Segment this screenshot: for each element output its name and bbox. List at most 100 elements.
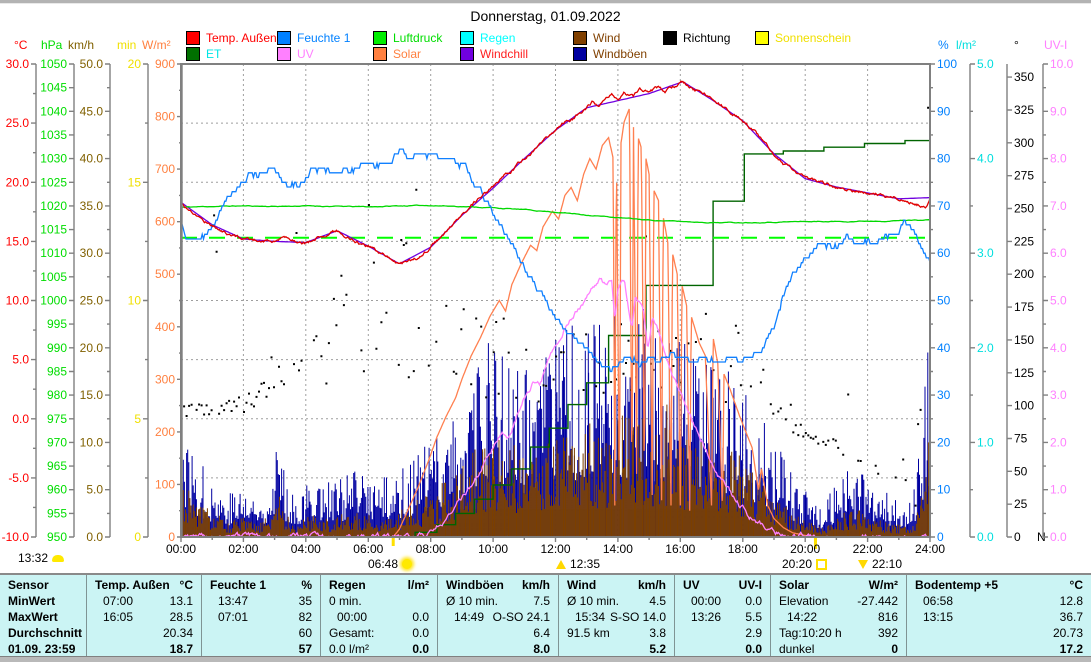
axis-north-label: N <box>1037 530 1046 544</box>
axis-line-min <box>143 63 149 538</box>
day-length-value: 13:32 <box>18 551 49 565</box>
stats-cell-time: 16:05 <box>103 610 134 624</box>
stats-cell-time: 00:00 <box>691 594 722 608</box>
stats-cell-time: 0.0 l/m² <box>329 642 370 656</box>
legend-label: UV <box>297 47 314 61</box>
axis-tick-label: 10.0 <box>1050 57 1074 71</box>
axis-tick-label: 250 <box>1014 202 1034 216</box>
axis-tick-label: 90 <box>937 104 951 118</box>
axis-tick-label: 0.0 <box>1050 530 1067 544</box>
axis-tick-label: 2.0 <box>1050 435 1067 449</box>
stats-group-unit: UV-I <box>738 578 762 592</box>
axis-tick-label: 200 <box>155 425 175 439</box>
axis-tick-label: 955 <box>47 506 67 520</box>
axis-tick-label: 1005 <box>40 270 67 284</box>
axis-line-° <box>1006 64 1012 538</box>
axis-tick-label: 125 <box>1014 366 1034 380</box>
stats-cell-value: 4.5 <box>649 594 666 608</box>
axis-tick-label: 70 <box>937 199 951 213</box>
stats-group-name: Regen <box>329 578 366 592</box>
stats-cell-time: 00:00 <box>337 610 368 624</box>
axis-tick-label: 900 <box>155 57 175 71</box>
axis-tick-label: 1045 <box>40 81 67 95</box>
axis-tick-label: 20 <box>937 435 951 449</box>
stats-cell-value: 20.73 <box>1052 626 1083 640</box>
stats-cell-value: 60 <box>298 626 312 640</box>
x-axis-label: 10:00 <box>478 542 508 556</box>
stats-group-name: Temp. Außen <box>95 578 170 592</box>
stats-cell-value: 0 <box>891 642 898 656</box>
unit-header-W/m²: W/m² <box>142 38 171 52</box>
axis-tick-label: 150 <box>1014 333 1034 347</box>
stats-group-uv: UV UV-I 00:00 0.0 13:26 5.5 2.9 0.0 <box>674 575 770 656</box>
stats-cell-value: 12.8 <box>1059 594 1083 608</box>
axis-tick-label: -10.0 <box>2 530 30 544</box>
axis-tick-label: 35.0 <box>80 199 104 213</box>
stats-cell-time: 91.5 km <box>567 626 610 640</box>
stats-group-temp-au-en: Temp. Außen °C 07:00 13.1 16:05 28.5 20.34 18.7 <box>86 575 201 656</box>
axis-tick-label: 200 <box>1014 267 1034 281</box>
axis-tick-label: -5.0 <box>8 471 29 485</box>
axis-line-°C <box>31 63 37 538</box>
stats-group-wind: Wind km/h Ø 10 min. 4.5 15:34 S-SO 14.0 91.5 k… <box>558 575 674 656</box>
legend-swatch <box>573 47 587 61</box>
axis-tick-label: 10 <box>937 483 951 497</box>
axis-tick-label: 80 <box>937 152 951 166</box>
stats-group-name: Wind <box>567 578 597 592</box>
axis-tick-label: 100 <box>155 477 175 491</box>
stats-cell-value: 0.0 <box>412 642 429 656</box>
axis-tick-label: 1040 <box>40 104 67 118</box>
axis-tick-label: 980 <box>47 388 67 402</box>
axis-tick-label: 300 <box>1014 136 1034 150</box>
day-length-label: 13:32 <box>18 551 65 565</box>
axis-tick-label: 960 <box>47 483 67 497</box>
x-axis-label: 06:00 <box>353 542 383 556</box>
axis-tick-label: 10.0 <box>80 435 104 449</box>
stats-cell-time: Elevation <box>779 594 829 608</box>
axis-tick-label: 15.0 <box>6 234 30 248</box>
axis-tick-label: 1030 <box>40 152 67 166</box>
stats-group-bodentemp-5: Bodentemp +5 °C 06:58 12.8 13:15 36.7 20.73 17.… <box>906 575 1091 656</box>
legend-item-luftdruck: Luftdruck <box>373 31 442 45</box>
legend-label: Richtung <box>683 31 731 45</box>
stats-group-name: Solar <box>779 578 810 592</box>
stats-group-name: Windböen <box>446 578 504 592</box>
series-windchill <box>180 80 931 265</box>
axis-tick-label: 40 <box>937 341 951 355</box>
stats-cell-value: 17.2 <box>1059 642 1083 656</box>
stats-cell-value: O-SO 24.1 <box>492 610 550 624</box>
axis-tick-label: 275 <box>1014 169 1034 183</box>
stats-cell-value: 13.1 <box>169 594 193 608</box>
axis-tick-label: 2.0 <box>977 341 994 355</box>
axis-tick-label: 75 <box>1014 432 1028 446</box>
legend-swatch <box>277 31 291 45</box>
legend-item-richtung: Richtung <box>663 31 730 45</box>
legend-swatch <box>460 47 474 61</box>
legend-item-solar: Solar <box>373 47 421 61</box>
stats-cell-value: 0.0 <box>745 594 762 608</box>
sunrise-time: 06:48 <box>368 557 399 571</box>
stats-cell-time: Tag:10:20 h <box>779 626 842 640</box>
stats-cell-value: 0.0 <box>412 626 429 640</box>
stats-group-name: UV <box>683 578 700 592</box>
window-top-border <box>0 0 1091 4</box>
x-axis-label: 12:00 <box>540 542 570 556</box>
solar-noon-marker: 12:35 <box>556 557 600 571</box>
stats-cell-value: 5.2 <box>649 642 666 656</box>
axis-tick-label: 800 <box>155 110 175 124</box>
unit-header-hPa: hPa <box>41 38 63 52</box>
stats-row-label: 01.09. 23:59 <box>8 642 76 656</box>
stats-cell-value: 2.9 <box>745 626 762 640</box>
stats-cell-value: 7.5 <box>533 594 550 608</box>
unit-header-%: % <box>938 38 949 52</box>
axis-tick-label: 5.0 <box>1050 294 1067 308</box>
axis-tick-label: 600 <box>155 215 175 229</box>
axis-tick-label: 45.0 <box>80 104 104 118</box>
stats-row-label: Durchschnitt <box>8 626 83 640</box>
axis-tick-label: 3.0 <box>1050 388 1067 402</box>
daylength-sun-icon <box>52 554 65 562</box>
stats-group-unit: °C <box>179 578 193 592</box>
axis-tick-label: 1.0 <box>977 435 994 449</box>
axis-tick-label: 985 <box>47 365 67 379</box>
legend-swatch <box>186 31 200 45</box>
